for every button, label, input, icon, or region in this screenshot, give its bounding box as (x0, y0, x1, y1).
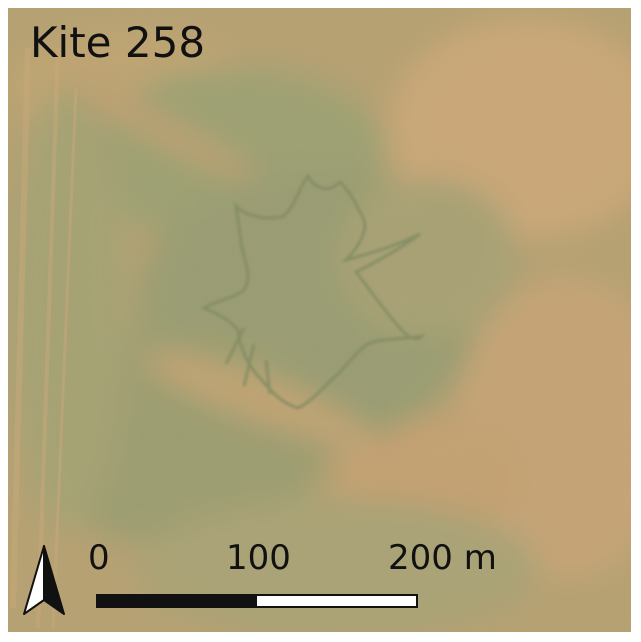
map-frame: Kite 258 0 100 200 m (8, 8, 631, 632)
scale-bar (96, 594, 418, 608)
scale-label-mid: 100 (226, 538, 291, 578)
scale-bar-segment-1 (98, 596, 257, 606)
scale-label-start: 0 (88, 538, 110, 578)
scale-label-end: 200 m (388, 538, 497, 578)
north-arrow-icon (23, 545, 65, 615)
map-title: Kite 258 (30, 18, 206, 67)
scale-bar-segment-2 (257, 596, 416, 606)
satellite-terrain (8, 8, 631, 632)
